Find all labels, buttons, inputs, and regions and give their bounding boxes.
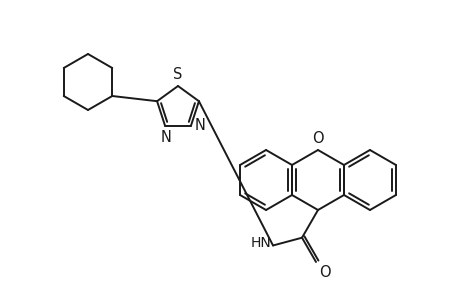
Text: N: N — [160, 130, 171, 145]
Text: HN: HN — [250, 236, 270, 250]
Text: S: S — [173, 67, 182, 82]
Text: O: O — [312, 131, 323, 146]
Text: N: N — [195, 118, 205, 133]
Text: O: O — [318, 265, 330, 280]
